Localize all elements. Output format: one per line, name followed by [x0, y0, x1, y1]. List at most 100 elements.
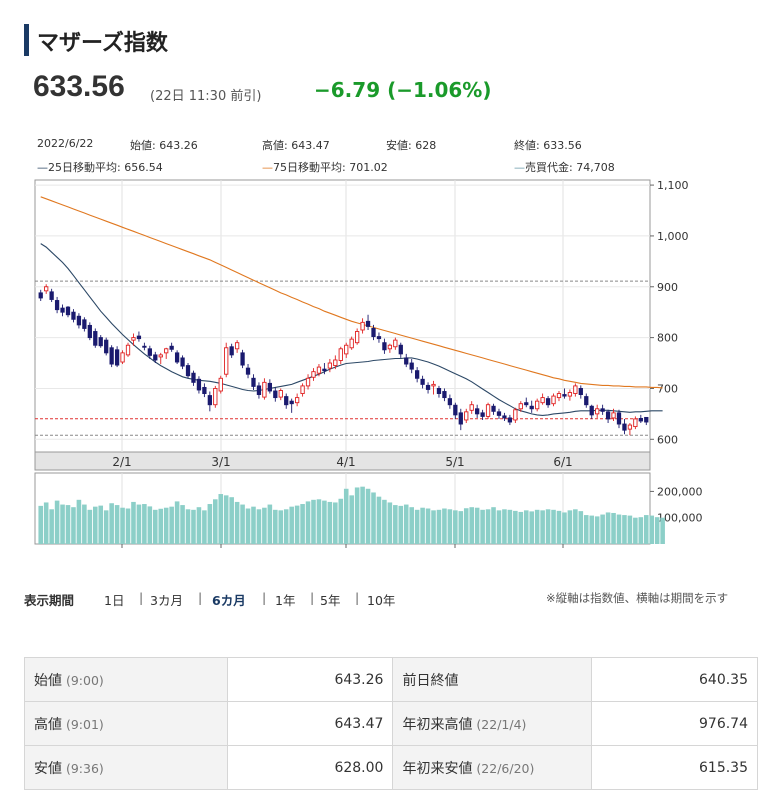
candle-body: [207, 395, 212, 406]
volume-bar: [142, 504, 147, 544]
candle-body: [338, 348, 343, 361]
volume-bar: [622, 515, 627, 544]
volume-bar: [213, 499, 218, 544]
candle-body: [142, 345, 147, 348]
volume-bar: [136, 504, 142, 544]
volume-bar: [442, 508, 447, 544]
volume-bar: [49, 509, 54, 544]
candle-body: [524, 402, 529, 406]
candle-body: [442, 391, 447, 399]
volume-bar: [594, 516, 600, 544]
x-tick-label: 5/1: [445, 455, 464, 469]
candle-body: [398, 344, 403, 355]
candle-body: [76, 315, 82, 326]
volume-bar: [322, 500, 327, 544]
volume-bar: [436, 509, 442, 544]
plot-frame: [34, 179, 651, 453]
candle-body: [153, 354, 158, 361]
volume-bar: [169, 506, 174, 544]
candle-body: [185, 365, 191, 377]
candle-body: [627, 424, 633, 430]
stats-table: 始値 (9:00) 643.26 前日終値 640.35 高値 (9:01) 643.47…: [24, 657, 758, 790]
candle-body: [169, 345, 174, 350]
period-option[interactable]: 1日: [104, 593, 125, 608]
volume-bar: [262, 507, 267, 544]
volume-bar: [82, 504, 87, 544]
volume-bar: [240, 504, 245, 544]
volume-bar: [92, 506, 98, 544]
volume-bar: [534, 509, 540, 544]
period-separator: |: [310, 590, 315, 605]
volume-bar: [54, 500, 60, 544]
volume-bar: [180, 505, 185, 544]
candle-body: [611, 412, 616, 419]
candle-body: [551, 395, 556, 405]
volume-bar: [38, 505, 44, 544]
volume-bar: [393, 505, 398, 544]
volume-bar: [76, 499, 82, 544]
volume-bar: [273, 509, 278, 544]
candle-body: [49, 291, 54, 300]
y-tick-label: 700: [657, 382, 678, 395]
volume-bar: [589, 515, 595, 544]
candle-body: [507, 417, 513, 423]
candle-body: [360, 321, 365, 331]
legend-ma75: —75日移動平均: 701.02: [262, 161, 388, 174]
candle-body: [262, 381, 267, 398]
candle-body: [502, 415, 507, 419]
period-option[interactable]: 10年: [367, 593, 396, 608]
candle-body: [180, 357, 185, 367]
candle-body: [327, 362, 333, 369]
info-high: 高値: 643.47: [262, 139, 330, 152]
volume-bar: [191, 509, 196, 544]
volume-bar: [409, 507, 414, 544]
candle-body: [365, 320, 371, 327]
period-option[interactable]: 5年: [320, 593, 341, 608]
candle-body: [229, 346, 234, 356]
volume-bar: [556, 510, 562, 544]
info-close: 終値: 633.56: [514, 139, 582, 152]
candle-body: [616, 412, 622, 425]
volume-bar: [654, 517, 660, 544]
stat-value: 643.26: [226, 657, 394, 702]
volume-bar: [458, 511, 464, 544]
volume-bar: [414, 509, 420, 544]
volume-bar: [567, 510, 573, 544]
candle-body: [431, 383, 436, 387]
candle-body: [382, 342, 387, 351]
volume-bar: [420, 507, 425, 544]
candle-body: [480, 412, 485, 417]
period-option[interactable]: 3カ月: [150, 593, 183, 608]
candle-body: [409, 362, 414, 370]
volume-bar: [245, 508, 251, 544]
volume-bar: [311, 499, 316, 544]
candle-body: [251, 377, 256, 387]
candle-body: [529, 405, 534, 410]
volume-bar: [174, 501, 180, 544]
candle-body: [125, 344, 131, 356]
candle-body: [469, 404, 474, 411]
candle-body: [273, 390, 278, 399]
candle-body: [240, 352, 245, 366]
volume-bar: [562, 512, 567, 544]
volume-bar: [376, 496, 382, 544]
volume-bar: [256, 509, 262, 544]
period-separator: |: [355, 590, 360, 605]
candle-body: [589, 405, 594, 416]
period-separator: |: [198, 590, 203, 605]
volume-bar: [387, 502, 393, 544]
candle-body: [284, 396, 289, 406]
candle-body: [202, 386, 207, 394]
volume-bar: [545, 509, 551, 544]
y-tick-label: 1,000: [657, 230, 689, 243]
candle-body: [415, 370, 420, 379]
volume-bar: [65, 505, 71, 544]
candle-body: [196, 378, 202, 391]
candle-body: [158, 354, 163, 358]
period-option[interactable]: 1年: [275, 593, 296, 608]
candle-body: [387, 344, 393, 350]
volume-bar: [103, 510, 109, 544]
period-option[interactable]: 6カ月: [212, 593, 246, 608]
candle-body: [87, 324, 92, 339]
volume-bar: [349, 495, 354, 544]
